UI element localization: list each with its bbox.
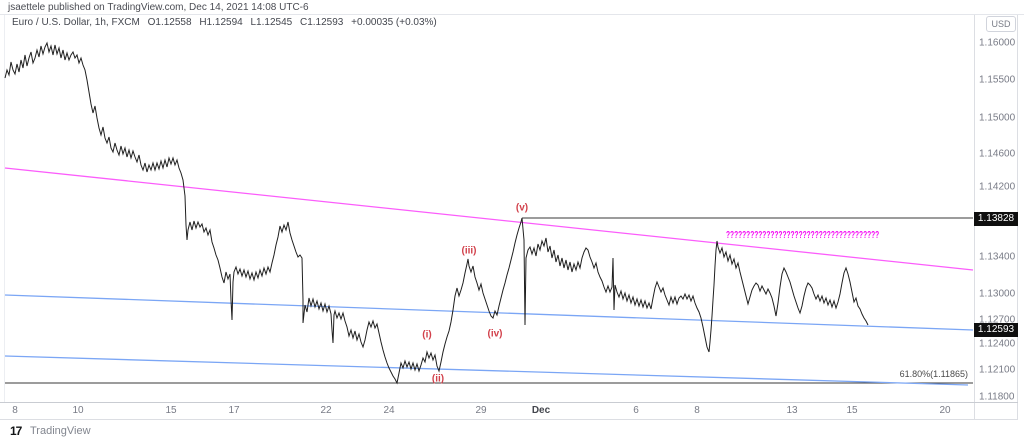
price-axis-label: 1.16000 (979, 37, 1016, 49)
time-axis-label: Dec (531, 405, 551, 416)
price-axis-label: 1.13400 (979, 251, 1016, 263)
price-axis-label: 1.11800 (979, 391, 1015, 403)
tradingview-logo-icon[interactable]: 17 (10, 424, 22, 438)
footer: 17 TradingView (0, 420, 1024, 442)
elliott-wave-label[interactable]: (iii) (461, 245, 477, 257)
time-axis-top-border (0, 402, 1018, 403)
plot-left-border (4, 15, 5, 402)
publish-text: jsaettele published on TradingView.com, … (8, 2, 309, 13)
time-axis-label: 24 (383, 405, 395, 416)
price-change: +0.00035 (+0.03%) (351, 17, 437, 28)
time-axis-label: 8 (12, 405, 18, 416)
symbol-title: Euro / U.S. Dollar, 1h, FXCM (12, 17, 140, 28)
elliott-wave-label[interactable]: (iv) (487, 328, 503, 340)
time-axis-bottom-border (0, 419, 1018, 420)
question-marks-annotation[interactable]: ?????????????????????????????????????? (726, 230, 880, 241)
price-axis-label: 1.13000 (979, 288, 1016, 300)
elliott-wave-label[interactable]: (ii) (431, 373, 445, 385)
time-axis-label: 8 (694, 405, 700, 416)
ohlc-close: C1.12593 (299, 17, 344, 28)
price-tag: 1.13828 (974, 212, 1018, 226)
chart-legend[interactable]: Euro / U.S. Dollar, 1h, FXCM O1.12558 H1… (12, 17, 442, 28)
time-axis-label: 15 (846, 405, 858, 416)
time-axis-label: 15 (165, 405, 177, 416)
price-tag: 1.12593 (974, 323, 1018, 337)
time-axis-label: 22 (320, 405, 332, 416)
price-axis-label: 1.12100 (979, 364, 1016, 376)
time-axis-label: 6 (633, 405, 639, 416)
ohlc-low: L1.12545 (250, 17, 293, 28)
time-axis-label: 17 (228, 405, 240, 416)
ohlc-high: H1.12594 (199, 17, 243, 28)
price-series (4, 41, 869, 385)
blue-channel-upper[interactable] (4, 294, 974, 331)
time-axis-label: 20 (939, 405, 951, 416)
price-axis-label: 1.15500 (979, 74, 1016, 86)
currency-button[interactable]: USD (986, 16, 1016, 32)
blue-channel-lower[interactable] (4, 355, 969, 386)
price-axis-label: 1.14200 (979, 181, 1016, 193)
price-axis-label: 1.12400 (979, 338, 1016, 350)
elliott-wave-label[interactable]: (v) (515, 202, 529, 214)
time-axis-label: 10 (72, 405, 84, 416)
price-axis-label: 1.14600 (979, 148, 1016, 160)
time-axis-label: 13 (786, 405, 798, 416)
price-axis-label: 1.12700 (979, 314, 1016, 326)
ohlc-open: O1.12558 (147, 17, 192, 28)
tradingview-brand-text[interactable]: TradingView (30, 425, 91, 437)
time-axis-label: 29 (475, 405, 487, 416)
fib-retracement-label[interactable]: 61.80%(1.11865) (899, 369, 968, 379)
pink-resistance-line[interactable] (4, 167, 974, 271)
elliott-wave-label[interactable]: (i) (422, 329, 432, 341)
publish-bar: jsaettele published on TradingView.com, … (0, 0, 1024, 15)
price-axis-label: 1.15000 (979, 112, 1016, 124)
